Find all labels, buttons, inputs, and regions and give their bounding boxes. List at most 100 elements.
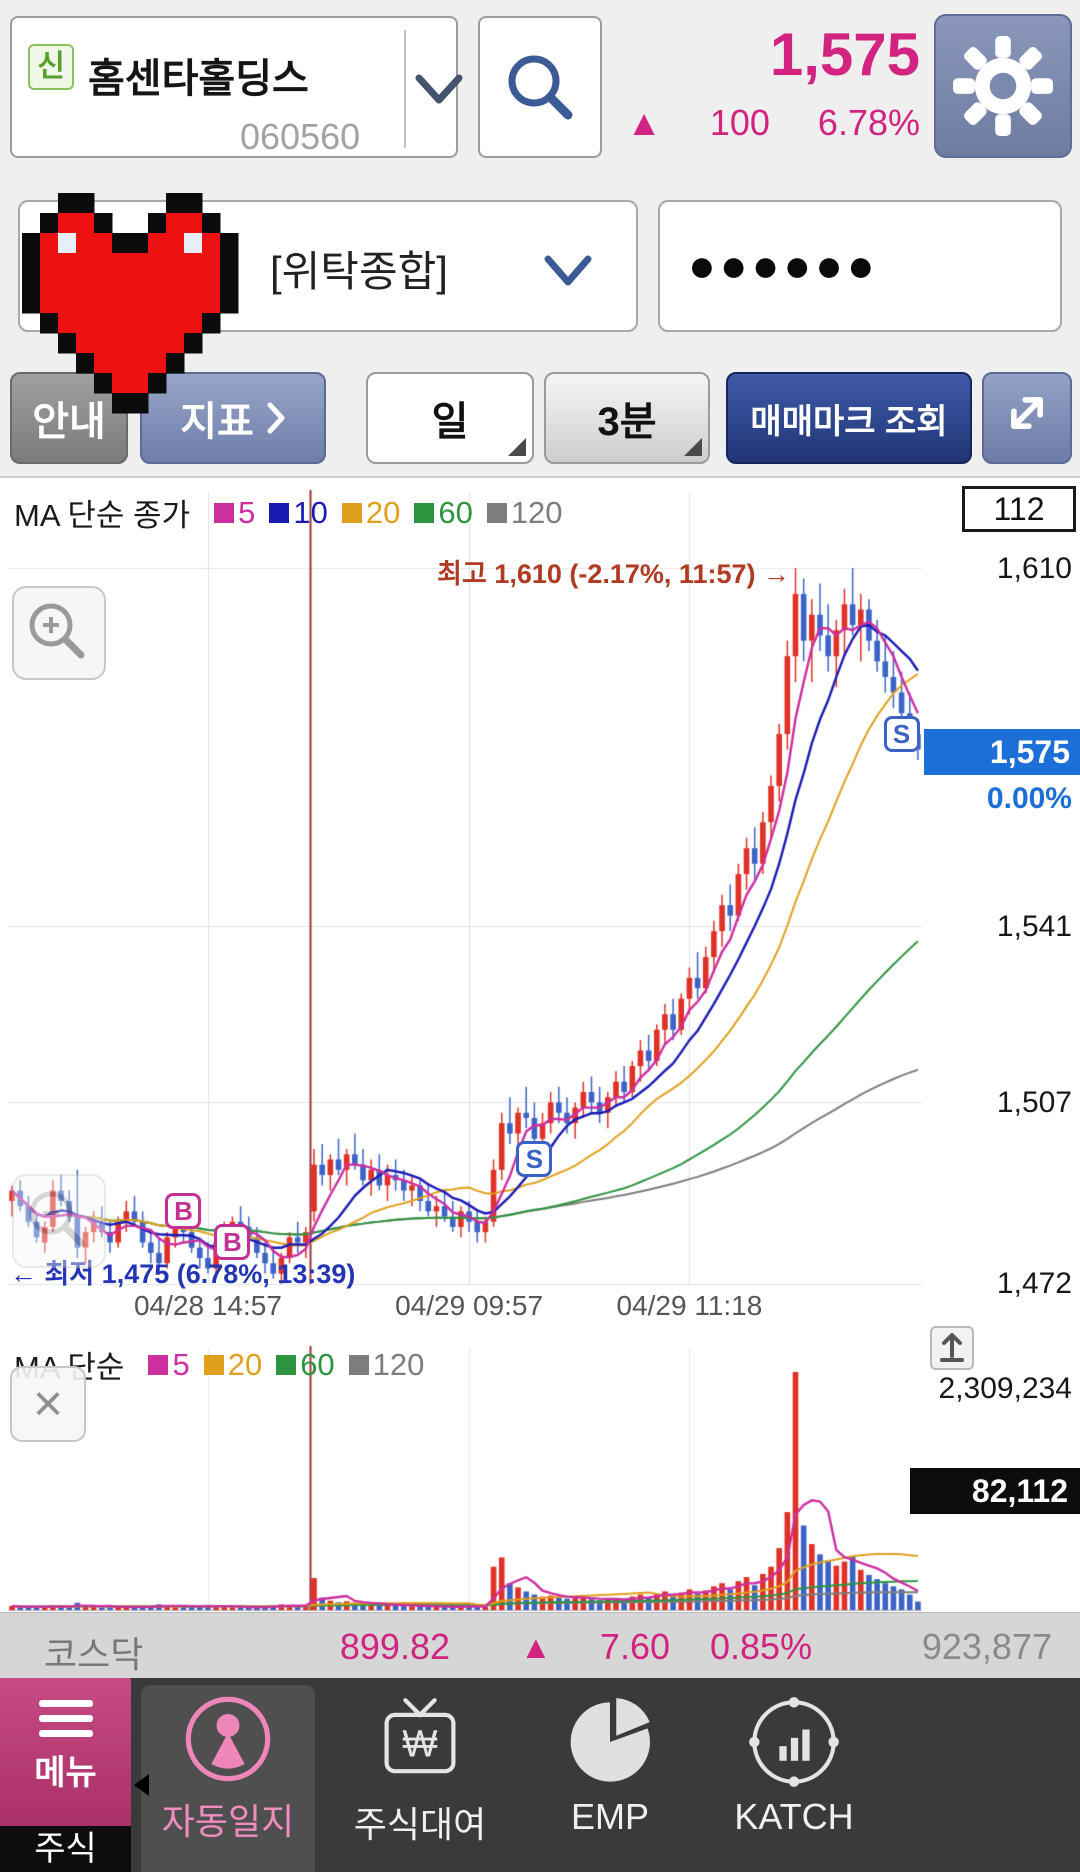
current-volume-tag: 82,112	[910, 1468, 1080, 1514]
menu-icon	[38, 1700, 93, 1737]
search-icon	[508, 55, 573, 120]
bar-count: 112	[962, 486, 1076, 532]
nav-item-label: EMP	[570, 1796, 649, 1837]
new-stock-badge: 신	[28, 44, 74, 90]
gear-icon	[953, 36, 1053, 136]
legend-period: 20	[227, 1346, 263, 1382]
price-ma-legend-title: MA 단순 종가	[14, 498, 191, 533]
expand-icon	[1011, 397, 1043, 429]
chevron-down-icon[interactable]	[414, 72, 464, 108]
close-volume-button[interactable]: ×	[10, 1366, 86, 1442]
y-axis-label: 1,610	[996, 552, 1072, 585]
nav-item-katch[interactable]: KATCH	[704, 1688, 884, 1838]
index-volume: 923,877	[921, 1626, 1052, 1667]
sell-marker: S	[516, 1141, 553, 1178]
legend-swatch	[269, 502, 290, 523]
stock-name: 홈센타홀딩스	[88, 57, 309, 101]
zoom-out-button[interactable]	[12, 1174, 106, 1268]
nav-item-label: KATCH	[734, 1796, 854, 1837]
up-arrow-icon: ▲	[626, 102, 662, 143]
dropdown-corner-icon	[508, 438, 526, 456]
legend-swatch	[214, 502, 235, 523]
pixel-heart-sticker	[22, 193, 239, 414]
volume-chart-canvas[interactable]	[0, 1336, 1080, 1612]
legend-swatch	[203, 1354, 224, 1375]
divider	[404, 30, 406, 148]
y-axis-label: 1,507	[996, 1086, 1072, 1119]
indicator-button[interactable]: 지표	[140, 372, 326, 464]
legend-swatch	[341, 502, 362, 523]
buy-marker: B	[165, 1193, 202, 1230]
account-name: [위탁종합]	[270, 248, 448, 295]
y-axis-label: 1,541	[996, 910, 1072, 943]
price-change-pct: 6.78%	[817, 102, 920, 143]
legend-period: 120	[372, 1346, 425, 1382]
nav-item-emp[interactable]: EMP	[520, 1688, 700, 1838]
current-price: 1,575	[769, 21, 920, 88]
stock-selector[interactable]: 신 홈센타홀딩스 060560	[10, 16, 463, 158]
indicator-label: 지표	[180, 400, 254, 444]
collapse-arrow-icon[interactable]	[134, 1774, 149, 1796]
zoom-in-icon	[29, 603, 85, 659]
dropdown-corner-icon	[684, 438, 702, 456]
x-axis-label: 04/29 09:57	[395, 1290, 544, 1321]
legend-swatch	[276, 1354, 297, 1375]
nav-item-stock-lending[interactable]: ₩ 주식대여	[330, 1688, 510, 1848]
price-change: 100	[709, 102, 770, 143]
volume-axis-max: 2,309,234	[938, 1372, 1072, 1405]
nav-item-auto-journal[interactable]: 자동일지	[141, 1685, 315, 1872]
password-field[interactable]: ●●●●●●	[658, 200, 1062, 332]
legend-period: 60	[300, 1346, 335, 1382]
y-axis-label: 1,472	[996, 1267, 1072, 1300]
chevron-down-icon[interactable]	[542, 252, 594, 290]
nav-item-label: 주식대여	[353, 1804, 487, 1845]
buy-marker: B	[214, 1224, 251, 1261]
katch-icon	[749, 1697, 839, 1787]
sell-marker: S	[883, 716, 920, 753]
search-button[interactable]	[478, 16, 602, 158]
low-annotation: ← 최저 1,475 (6.78%, 13:39)	[10, 1259, 356, 1289]
legend-period: 10	[293, 494, 328, 530]
legend-period: 5	[172, 1346, 190, 1382]
current-change-label: 0.00%	[986, 782, 1072, 815]
interval-button[interactable]: 3분	[544, 372, 710, 464]
legend-period: 20	[365, 494, 401, 530]
current-price-tag: 1,575	[924, 729, 1080, 775]
menu-label: 메뉴	[34, 1754, 97, 1792]
x-axis-label: 04/29 11:18	[616, 1290, 763, 1321]
price-chart-canvas[interactable]	[0, 478, 1080, 1328]
period-day-button[interactable]: 일	[366, 372, 534, 464]
index-up-arrow-icon: ▲	[520, 1629, 552, 1665]
index-change: 7.60	[599, 1626, 670, 1667]
zoom-out-icon	[29, 1191, 85, 1247]
price-change-row: ▲ 100 6.78%	[560, 102, 920, 144]
nav-item-label: 자동일지	[161, 1801, 295, 1842]
interval-label: 3분	[597, 400, 657, 444]
auto-journal-icon	[185, 1696, 271, 1782]
zoom-in-button[interactable]	[12, 586, 106, 680]
menu-button[interactable]: 메뉴	[0, 1678, 131, 1826]
stock-code: 060560	[240, 116, 361, 157]
expand-volume-button[interactable]	[930, 1326, 974, 1370]
legend-swatch	[148, 1354, 169, 1375]
legend-swatch	[348, 1354, 369, 1375]
svg-text:₩: ₩	[402, 1723, 438, 1765]
index-change-pct: 0.85%	[710, 1626, 813, 1667]
settings-button[interactable]	[934, 14, 1072, 158]
legend-period: 120	[510, 494, 563, 530]
password-dots: ●●●●●●	[688, 239, 879, 291]
period-day-label: 일	[431, 400, 469, 444]
tv-won-icon: ₩	[384, 1698, 456, 1774]
trade-mark-button[interactable]: 매매마크 조회	[726, 372, 972, 464]
high-annotation: 최고 1,610 (-2.17%, 11:57) →	[437, 559, 790, 589]
chevron-right-icon	[267, 402, 285, 434]
legend-swatch	[414, 502, 435, 523]
bottom-nav: 메뉴 주식 자동일지 ₩ 주식대여	[0, 1678, 1080, 1872]
fullscreen-button[interactable]	[982, 372, 1072, 464]
stock-tab[interactable]: 주식	[0, 1826, 131, 1872]
up-arrow-icon	[940, 1333, 964, 1362]
legend-swatch	[486, 502, 507, 523]
index-bar[interactable]: 코스닥 899.82 ▲ 7.60 0.85% 923,877	[0, 1612, 1080, 1678]
